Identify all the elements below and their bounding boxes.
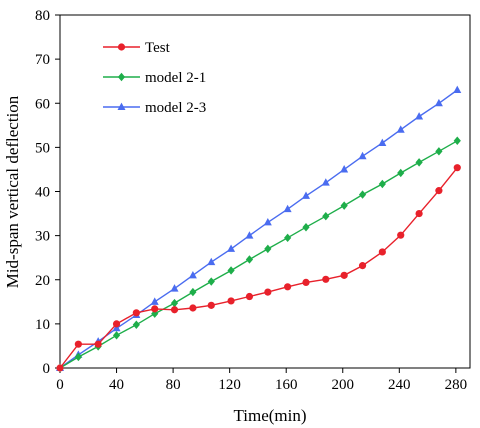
y-tick-label: 0 (43, 361, 51, 377)
data-point (207, 301, 215, 309)
data-point (170, 284, 179, 292)
series-line-model-2-1 (59, 140, 458, 369)
y-tick-label: 40 (35, 185, 50, 201)
data-point (378, 138, 387, 146)
data-point (397, 168, 405, 178)
data-point (207, 277, 215, 286)
data-point (263, 217, 272, 226)
x-tick-label: 0 (56, 377, 64, 393)
x-tick-label: 40 (109, 377, 124, 393)
plot-border (59, 14, 471, 369)
data-point (112, 320, 121, 328)
data-point (302, 278, 310, 286)
y-tick-label: 70 (35, 52, 50, 68)
axis-ticks: 0 40 80 120 160 200 240 280 0 10 20 30 40 50 60 70 80 (35, 8, 467, 393)
data-point (74, 340, 82, 348)
data-point (435, 147, 443, 156)
data-point (151, 305, 159, 313)
data-point (397, 231, 405, 239)
data-point (227, 244, 236, 252)
y-tick-label: 80 (35, 8, 50, 24)
legend-item-test: Test (103, 40, 171, 56)
data-point (358, 190, 367, 199)
legend: Test model 2-1 model 2-3 (103, 40, 206, 116)
data-point (227, 266, 235, 275)
data-point (378, 248, 386, 256)
data-point (434, 98, 443, 107)
y-axis-label: Mid-span vertical deflection (3, 95, 22, 288)
data-point (284, 233, 292, 243)
legend-label: Test (145, 40, 171, 56)
data-point (302, 191, 310, 199)
data-point (245, 255, 254, 264)
data-point (340, 271, 348, 279)
data-point (415, 158, 423, 167)
data-point (378, 179, 386, 189)
data-point (112, 323, 121, 332)
x-tick-label: 120 (218, 377, 241, 393)
y-tick-label: 60 (35, 96, 50, 112)
data-point (189, 304, 197, 312)
data-point (283, 204, 292, 213)
x-axis-label: Time(min) (233, 406, 306, 425)
y-tick-label: 30 (35, 229, 50, 245)
series-test (56, 164, 461, 372)
x-tick-label: 200 (332, 377, 355, 393)
data-point (415, 112, 424, 120)
data-point (415, 209, 423, 218)
legend-label: model 2-3 (145, 100, 206, 116)
data-point (321, 178, 330, 186)
data-point (264, 244, 272, 254)
data-point (453, 164, 461, 172)
data-point (188, 270, 197, 279)
data-point (245, 231, 254, 239)
data-point (264, 288, 272, 296)
data-point (302, 223, 310, 232)
data-point (340, 201, 348, 210)
data-point (227, 297, 235, 305)
data-point (132, 309, 140, 317)
data-point (245, 292, 254, 301)
data-point (435, 187, 443, 195)
data-point (322, 212, 330, 221)
series-model-2-3 (56, 85, 462, 371)
y-tick-label: 50 (35, 140, 50, 156)
legend-swatch-marker (117, 102, 126, 110)
series-model-2-1 (56, 136, 461, 373)
data-point (132, 320, 140, 329)
plot-area (59, 14, 471, 369)
data-point (453, 85, 462, 94)
data-point (150, 297, 159, 305)
y-tick-label: 10 (35, 317, 50, 333)
x-tick-label: 80 (166, 377, 181, 393)
data-point (207, 257, 216, 266)
legend-item-model-2-1: model 2-1 (103, 70, 206, 86)
data-point (453, 136, 461, 145)
data-point (189, 287, 197, 297)
legend-swatch-marker (117, 72, 126, 82)
x-tick-label: 160 (275, 377, 298, 393)
x-tick-label: 240 (388, 377, 411, 393)
legend-item-model-2-3: model 2-3 (103, 100, 206, 116)
series-group (56, 85, 462, 373)
data-point (358, 151, 367, 160)
series-line-model-2-3 (59, 89, 458, 369)
data-point (112, 331, 121, 340)
data-point (94, 340, 102, 348)
legend-label: model 2-1 (145, 70, 206, 86)
data-point (396, 125, 405, 133)
x-tick-label: 280 (445, 377, 468, 393)
data-point (358, 262, 367, 270)
data-point (322, 275, 330, 283)
data-point (340, 165, 349, 173)
y-tick-label: 20 (35, 273, 50, 289)
series-line-test (59, 167, 458, 369)
data-point (74, 352, 82, 362)
data-point (170, 306, 179, 314)
data-point (284, 283, 292, 291)
data-point (56, 364, 64, 372)
legend-swatch-marker (117, 43, 126, 51)
data-point (170, 298, 179, 308)
